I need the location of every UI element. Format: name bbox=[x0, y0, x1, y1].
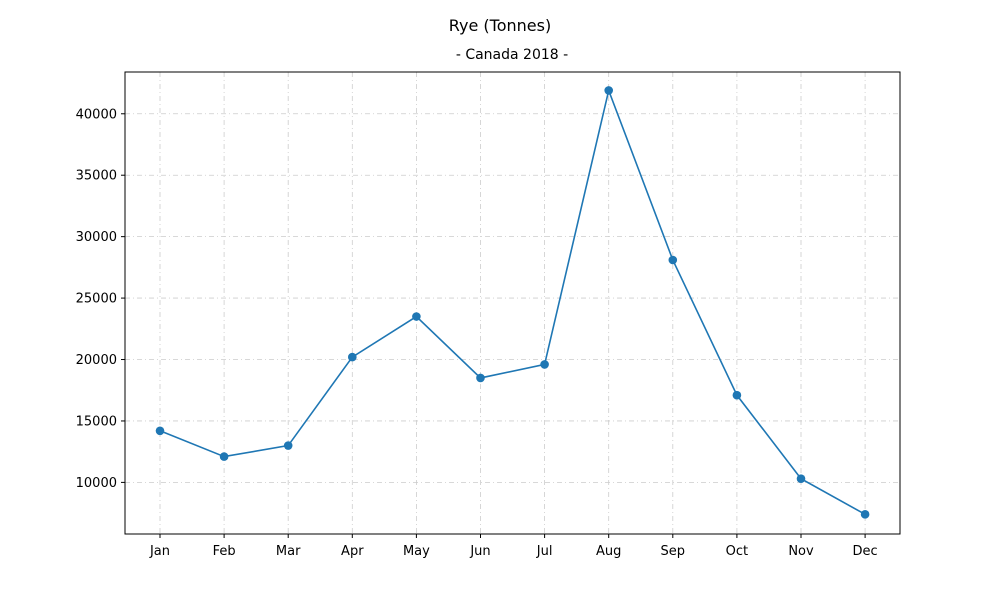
data-point-mar bbox=[283, 441, 293, 450]
y-tick-label: 15000 bbox=[76, 414, 117, 429]
x-tick-label: Sep bbox=[661, 544, 686, 559]
x-tick-label: Jan bbox=[149, 544, 170, 559]
x-tick-label: May bbox=[403, 544, 430, 559]
x-tick-label: Jul bbox=[536, 544, 553, 559]
data-point-aug bbox=[604, 86, 613, 95]
data-point-nov bbox=[796, 474, 806, 484]
data-point-may bbox=[412, 312, 421, 321]
series-line bbox=[159, 87, 866, 516]
data-series bbox=[155, 86, 870, 519]
x-tick-label: Feb bbox=[213, 544, 236, 559]
chart-subtitle: - Canada 2018 - bbox=[456, 47, 568, 63]
x-tick-label: Apr bbox=[341, 544, 364, 559]
plot-area-frame bbox=[124, 71, 901, 535]
data-point-jan bbox=[155, 426, 165, 436]
x-tick-label: Dec bbox=[853, 544, 878, 559]
x-tick-label: Nov bbox=[788, 544, 814, 559]
data-point-feb bbox=[219, 452, 229, 461]
y-tick-label: 20000 bbox=[76, 353, 117, 368]
y-tick-label: 25000 bbox=[76, 292, 117, 307]
data-point-sep bbox=[668, 255, 678, 265]
x-tick-label: Jun bbox=[469, 544, 490, 559]
data-point-apr bbox=[348, 352, 357, 362]
x-tick-label: Mar bbox=[276, 544, 301, 559]
data-point-jul bbox=[540, 360, 549, 369]
y-tick-label: 10000 bbox=[76, 476, 117, 491]
data-point-dec bbox=[860, 510, 870, 519]
x-tick-label: Aug bbox=[596, 544, 621, 559]
data-point-jun bbox=[476, 373, 485, 383]
grid-lines bbox=[125, 72, 900, 534]
y-tick-label: 30000 bbox=[76, 230, 117, 245]
data-point-oct bbox=[732, 390, 742, 400]
y-tick-label: 40000 bbox=[76, 107, 117, 122]
chart-title: Rye (Tonnes) bbox=[449, 16, 551, 35]
axis-ticks: Jan Feb Mar Apr May Jun Jul Aug Sep Oct Nov Dec 1000… bbox=[76, 107, 878, 559]
x-tick-label: Oct bbox=[726, 544, 748, 559]
y-tick-label: 35000 bbox=[76, 169, 117, 184]
